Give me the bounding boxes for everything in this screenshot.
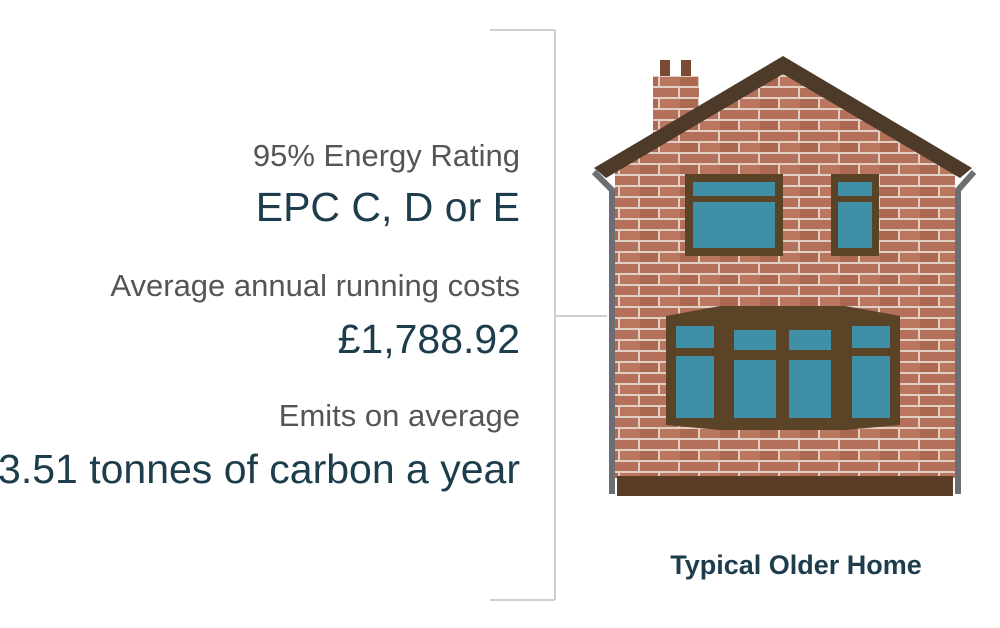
stat-value: EPC C, D or E xyxy=(255,184,520,230)
stat-value: 3.51 tonnes of carbon a year xyxy=(0,446,520,492)
stat-label: 95% Energy Rating xyxy=(252,138,520,173)
caption: Typical Older Home xyxy=(670,550,922,580)
bracket xyxy=(490,29,607,601)
stat-label: Average annual running costs xyxy=(110,268,520,303)
house xyxy=(591,56,977,496)
stat-value: £1,788.92 xyxy=(337,316,520,362)
stat-label: Emits on average xyxy=(278,398,520,433)
